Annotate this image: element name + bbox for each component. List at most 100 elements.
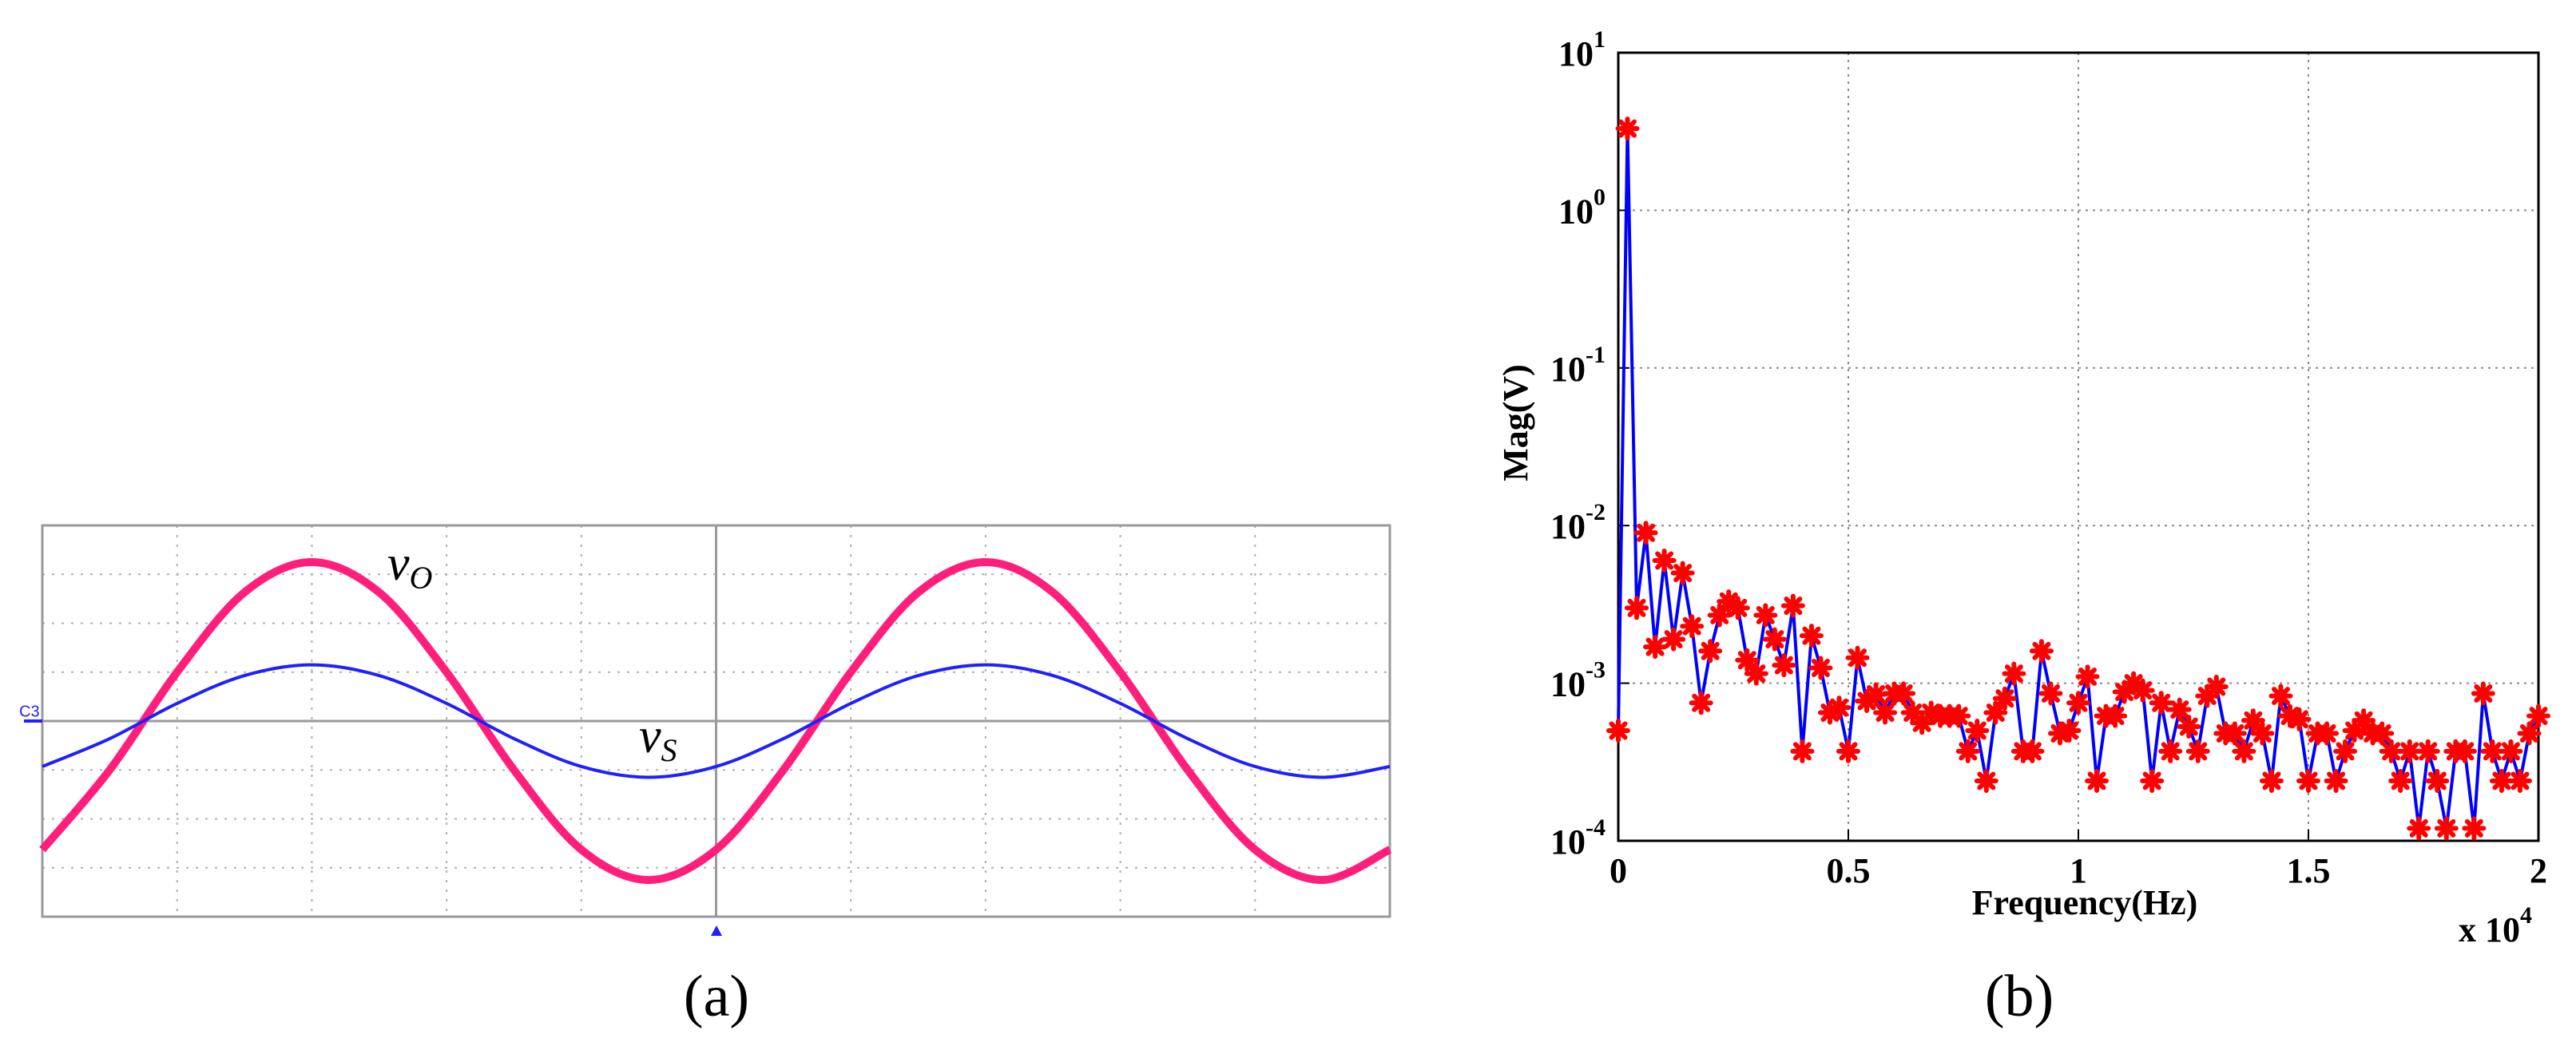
marker — [2296, 768, 2320, 793]
marker — [2112, 680, 2137, 704]
y-axis-title: Mag(V) — [1496, 364, 1535, 481]
marker — [1643, 635, 1668, 660]
marker — [2038, 681, 2063, 706]
trigger-marker — [711, 925, 722, 936]
marker — [2250, 721, 2275, 746]
marker — [1744, 661, 1768, 686]
y-tick-label-exponent: -3 — [1586, 656, 1606, 683]
marker — [1864, 682, 1888, 707]
marker — [2324, 768, 2348, 793]
marker — [1827, 695, 1852, 720]
trace — [42, 663, 1391, 779]
marker — [2057, 719, 2082, 743]
marker — [1633, 521, 1658, 545]
x-multiplier-base: x 10 — [2459, 910, 2520, 949]
panel-label: (b) — [1985, 964, 2054, 1029]
y-tick-label: 10-1 — [1550, 342, 1606, 389]
y-tick-label-exponent: 1 — [1594, 26, 1606, 53]
marker — [2177, 715, 2201, 739]
marker — [1661, 627, 1686, 652]
marker — [1652, 548, 1677, 573]
marker — [2268, 684, 2293, 708]
marker — [2480, 739, 2505, 763]
marker — [2222, 721, 2247, 746]
y-tick-label: 101 — [1558, 26, 1606, 73]
marker — [1615, 117, 1640, 141]
marker — [1689, 691, 1713, 715]
marker — [1891, 681, 1916, 706]
y-tick-label-exponent: 0 — [1594, 184, 1606, 210]
y-tick-label: 10-4 — [1550, 814, 1606, 862]
marker — [2185, 739, 2210, 763]
marker — [2471, 681, 2495, 706]
marker — [1725, 596, 1750, 620]
marker — [1762, 627, 1787, 652]
marker — [2149, 691, 2173, 715]
trace-label-subscript: S — [661, 732, 677, 768]
x-tick-label: 2 — [2530, 851, 2547, 890]
marker — [1983, 700, 2008, 725]
marker — [1808, 656, 1833, 680]
marker — [1947, 703, 1971, 728]
marker — [1670, 561, 1695, 585]
marker — [1955, 739, 1980, 763]
marker — [1836, 739, 1860, 763]
y-tick-label: 100 — [1558, 184, 1606, 231]
marker — [2002, 661, 2026, 686]
marker — [2140, 768, 2165, 793]
marker — [1919, 700, 1943, 725]
marker — [2370, 721, 2395, 746]
marker — [2029, 639, 2054, 664]
marker — [2397, 739, 2422, 763]
x-axis-title: Frequency(Hz) — [1972, 883, 2198, 922]
marker — [1735, 648, 1760, 672]
marker — [2195, 684, 2220, 708]
marker — [2415, 739, 2440, 763]
marker — [1717, 589, 1741, 614]
marker — [2425, 768, 2450, 793]
marker — [2085, 768, 2110, 793]
marker — [1790, 739, 1815, 763]
x-tick-label: 0.5 — [1827, 851, 1871, 890]
marker — [2020, 739, 2045, 763]
marker — [2489, 768, 2514, 793]
y-tick-label-exponent: -2 — [1586, 499, 1606, 525]
marker — [1873, 700, 1898, 725]
marker — [2075, 664, 2100, 689]
marker — [2342, 719, 2367, 743]
y-tick-label-base: 10 — [1550, 507, 1586, 546]
marker — [2333, 739, 2358, 763]
marker — [2122, 671, 2146, 695]
marker — [1698, 639, 1723, 664]
marker — [2241, 708, 2265, 733]
y-tick-label-exponent: -1 — [1586, 342, 1606, 368]
marker — [2287, 707, 2312, 731]
y-tick-label-base: 10 — [1550, 822, 1586, 862]
marker — [2130, 678, 2155, 703]
x-tick-label: 1 — [2070, 851, 2087, 890]
marker — [2462, 816, 2487, 841]
marker — [1965, 719, 1990, 743]
x-multiplier: x 104 — [2459, 902, 2532, 949]
trace-label-name: v — [639, 709, 661, 763]
x-tick-label: 0 — [1610, 851, 1627, 890]
trace-label-name: v — [387, 537, 410, 591]
marker — [2352, 708, 2376, 733]
trace — [39, 557, 1392, 885]
marker — [1753, 603, 1778, 628]
plot-frame — [1617, 51, 2540, 842]
trace-label: vS — [639, 709, 677, 768]
marker — [1974, 768, 1998, 793]
x-multiplier-exponent: 4 — [2520, 902, 2532, 929]
marker — [2167, 697, 2192, 722]
marker — [1855, 689, 1879, 714]
marker — [2499, 739, 2523, 763]
marker — [1845, 645, 1870, 670]
y-tick-label-base: 10 — [1558, 192, 1594, 231]
marker — [1992, 686, 2017, 711]
marker — [2507, 768, 2532, 793]
marker — [1707, 603, 1732, 628]
marker — [2204, 674, 2229, 699]
marker — [2407, 816, 2431, 841]
